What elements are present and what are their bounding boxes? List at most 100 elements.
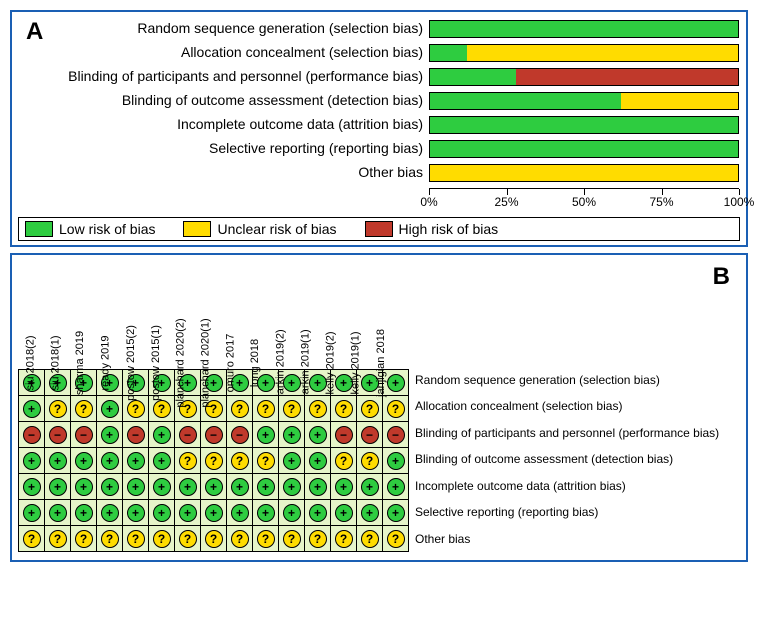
matrix-cell: +: [71, 474, 97, 500]
matrix-cell: +: [357, 474, 383, 500]
matrix-cell: +: [305, 500, 331, 526]
matrix-cell: +: [383, 448, 409, 474]
bar-row: [429, 44, 739, 62]
matrix-cell: ?: [19, 526, 45, 552]
matrix-cell: −: [45, 422, 71, 448]
bar-chart-area: 0%25%50%75%100%: [429, 16, 739, 211]
bar-domain-label: Selective reporting (reporting bias): [18, 136, 423, 160]
matrix-cell: −: [331, 422, 357, 448]
matrix-cell: −: [227, 422, 253, 448]
bar-segment-low: [430, 45, 467, 61]
study-label: postow 2015(1): [143, 259, 168, 369]
matrix-cell: +: [19, 474, 45, 500]
matrix-cell: +: [71, 500, 97, 526]
legend-item: Low risk of bias: [25, 221, 155, 237]
risk-dot: −: [387, 426, 405, 444]
matrix-cell: +: [71, 448, 97, 474]
matrix-row: ???????????????: [19, 526, 409, 552]
matrix-cell: +: [279, 422, 305, 448]
matrix-cell: +: [123, 474, 149, 500]
risk-dot: ?: [335, 452, 353, 470]
risk-dot: ?: [75, 400, 93, 418]
risk-dot: +: [387, 504, 405, 522]
bar-domain-label: Incomplete outcome data (attrition bias): [18, 112, 423, 136]
bar-segment-low: [430, 141, 738, 157]
bar-row: [429, 116, 739, 134]
risk-dot: +: [309, 426, 327, 444]
matrix-cell: ?: [331, 526, 357, 552]
panel-a-label: A: [26, 18, 43, 46]
bar-segment-low: [430, 93, 621, 109]
bar-row: [429, 164, 739, 182]
matrix-cell: +: [123, 448, 149, 474]
risk-dot: +: [127, 504, 145, 522]
matrix-domain-label: Random sequence generation (selection bi…: [415, 367, 719, 394]
risk-dot: ?: [49, 530, 67, 548]
study-label: planchard 2020(2): [168, 259, 193, 369]
risk-dot: +: [49, 504, 67, 522]
matrix-cell: +: [19, 396, 45, 422]
matrix-cell: ?: [357, 448, 383, 474]
risk-dot: +: [23, 504, 41, 522]
matrix-row: +??+???????????: [19, 396, 409, 422]
risk-dot: ?: [283, 530, 301, 548]
risk-dot: ?: [361, 452, 379, 470]
matrix-cell: +: [331, 474, 357, 500]
risk-dot: ?: [205, 530, 223, 548]
bar-row: [429, 140, 739, 158]
risk-dot: +: [283, 478, 301, 496]
risk-dot: +: [387, 478, 405, 496]
bar-segment-low: [430, 21, 738, 37]
matrix-domain-label: Other bias: [415, 526, 719, 553]
matrix-cell: +: [19, 500, 45, 526]
matrix-cell: ?: [357, 396, 383, 422]
matrix-cell: ?: [175, 448, 201, 474]
risk-dot: +: [75, 504, 93, 522]
risk-dot: +: [231, 504, 249, 522]
risk-dot: ?: [49, 400, 67, 418]
matrix-cell: −: [175, 422, 201, 448]
risk-dot: −: [361, 426, 379, 444]
bar-segment-unclear: [467, 45, 738, 61]
risk-dot: +: [257, 426, 275, 444]
risk-dot: ?: [153, 530, 171, 548]
risk-dot: +: [205, 504, 223, 522]
risk-dot: +: [75, 478, 93, 496]
bar-row: [429, 92, 739, 110]
matrix-domain-label: Blinding of outcome assessment (detectio…: [415, 446, 719, 473]
matrix-cell: ?: [279, 396, 305, 422]
risk-dot: ?: [335, 400, 353, 418]
risk-dot: ?: [153, 400, 171, 418]
matrix-cell: ?: [305, 526, 331, 552]
bar-domain-label: Blinding of participants and personnel (…: [18, 64, 423, 88]
axis-tick-label: 100%: [724, 195, 755, 209]
matrix-cell: +: [253, 500, 279, 526]
matrix-cell: ?: [97, 526, 123, 552]
risk-dot: ?: [231, 452, 249, 470]
risk-dot: +: [153, 452, 171, 470]
study-label: postow 2015(2): [118, 259, 143, 369]
panel-b: B siu 2018(2)siu 2018(1)sharma 2019ready…: [10, 253, 748, 562]
bar-segment-high: [516, 69, 738, 85]
risk-dot: ?: [205, 452, 223, 470]
study-label: planchard 2020(1): [193, 259, 218, 369]
risk-dot: +: [205, 478, 223, 496]
bar-segment-unclear: [430, 165, 738, 181]
study-label: siu 2018(1): [43, 259, 68, 369]
study-label: siu 2018(2): [18, 259, 43, 369]
matrix-cell: +: [149, 474, 175, 500]
matrix-cell: ?: [227, 448, 253, 474]
risk-dot: ?: [283, 400, 301, 418]
risk-dot: +: [101, 400, 119, 418]
matrix-cell: +: [253, 474, 279, 500]
bar-domain-label: Random sequence generation (selection bi…: [18, 16, 423, 40]
risk-dot: +: [283, 452, 301, 470]
legend-item: High risk of bias: [365, 221, 499, 237]
matrix-cell: ?: [201, 526, 227, 552]
axis-tick-label: 25%: [494, 195, 518, 209]
bar-chart-domain-labels: Random sequence generation (selection bi…: [18, 16, 429, 211]
risk-dot: +: [231, 478, 249, 496]
matrix-cell: +: [331, 500, 357, 526]
matrix-cell: +: [45, 474, 71, 500]
risk-bar-chart: Random sequence generation (selection bi…: [18, 16, 740, 211]
